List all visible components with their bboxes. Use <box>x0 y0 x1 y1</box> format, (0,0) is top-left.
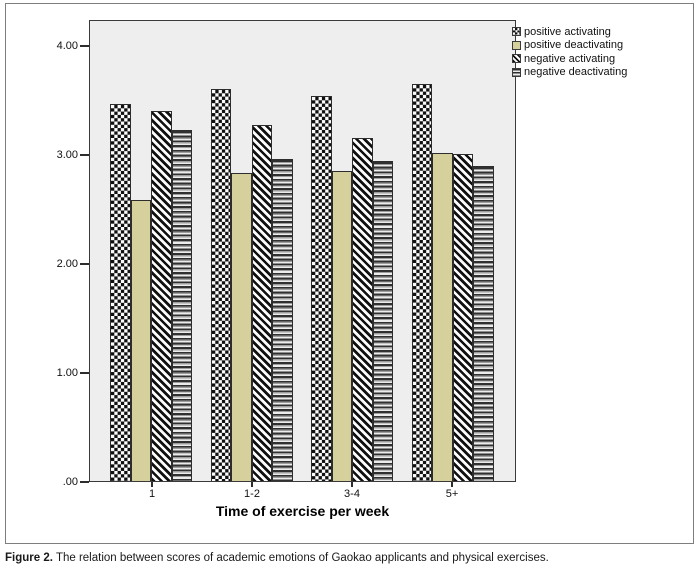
bar-positive-deactivating <box>331 170 353 481</box>
bar-group-1 <box>110 104 192 481</box>
bar-group-1-2 <box>210 88 293 481</box>
bar-positive-deactivating <box>432 153 453 481</box>
bar-negative-activating <box>151 110 172 481</box>
bar-negative-deactivating <box>372 160 394 481</box>
y-tick-mark <box>80 154 89 156</box>
legend-item: positive activating <box>512 25 627 39</box>
y-tick-mark <box>80 481 89 483</box>
y-tick-label: 3.00 <box>56 148 78 161</box>
legend-label: negative deactivating <box>524 66 628 79</box>
bar-negative-activating <box>251 124 273 481</box>
legend-label: positive activating <box>524 25 611 38</box>
caption-label: Figure 2. <box>5 552 53 564</box>
x-axis-title: Time of exercise per week <box>215 503 390 519</box>
y-tick-label: .00 <box>62 475 78 488</box>
legend-swatch-solid-icon <box>512 40 521 50</box>
bar-positive-deactivating <box>130 199 151 481</box>
y-tick-label: 2.00 <box>56 257 78 270</box>
legend-item: negative activating <box>512 52 627 66</box>
bar-negative-activating <box>452 154 474 481</box>
x-tick-mark <box>251 482 253 487</box>
bar-group-3-4 <box>311 96 394 481</box>
bar-positive-activating <box>311 96 332 481</box>
legend-item: negative deactivating <box>512 66 627 80</box>
bars-row <box>90 21 515 481</box>
legend-swatch-checkerboard-icon <box>512 27 521 37</box>
y-tick-label: 4.00 <box>56 39 78 52</box>
caption-text: The relation between scores of academic … <box>55 552 549 564</box>
x-tick-label: 1-2 <box>244 488 260 500</box>
x-tick-label: 1 <box>148 488 156 500</box>
x-tick-label: 5+ <box>445 488 459 500</box>
legend-label: positive deactivating <box>524 39 624 52</box>
plot-area <box>89 20 516 482</box>
figure-panel: .00 1.00 2.00 3.00 4.00 1 1-2 3-4 5+ Time of ex… <box>5 3 694 544</box>
bar-positive-activating <box>411 84 433 481</box>
bar-negative-deactivating <box>272 158 293 481</box>
bar-negative-activating <box>352 137 373 481</box>
legend-item: positive deactivating <box>512 39 627 53</box>
bar-negative-deactivating <box>473 166 494 481</box>
legend-swatch-horizontal-stripes-icon <box>512 67 521 77</box>
figure-caption: Figure 2. The relation between scores of… <box>5 551 685 566</box>
x-tick-label: 3-4 <box>344 488 360 500</box>
bar-positive-activating <box>110 104 131 481</box>
bar-group-5+ <box>411 84 494 481</box>
bar-negative-deactivating <box>171 130 192 481</box>
y-tick-mark <box>80 45 89 47</box>
legend-label: negative activating <box>524 52 616 65</box>
x-tick-mark <box>451 482 453 487</box>
y-tick-label: 1.00 <box>56 366 78 379</box>
legend: positive activating positive deactivating… <box>512 25 627 79</box>
bar-positive-activating <box>210 88 232 481</box>
y-tick-mark <box>80 372 89 374</box>
legend-swatch-diagonal-stripes-icon <box>512 54 521 64</box>
y-tick-mark <box>80 263 89 265</box>
bar-positive-deactivating <box>231 172 252 481</box>
x-tick-mark <box>151 482 153 487</box>
x-tick-mark <box>351 482 353 487</box>
